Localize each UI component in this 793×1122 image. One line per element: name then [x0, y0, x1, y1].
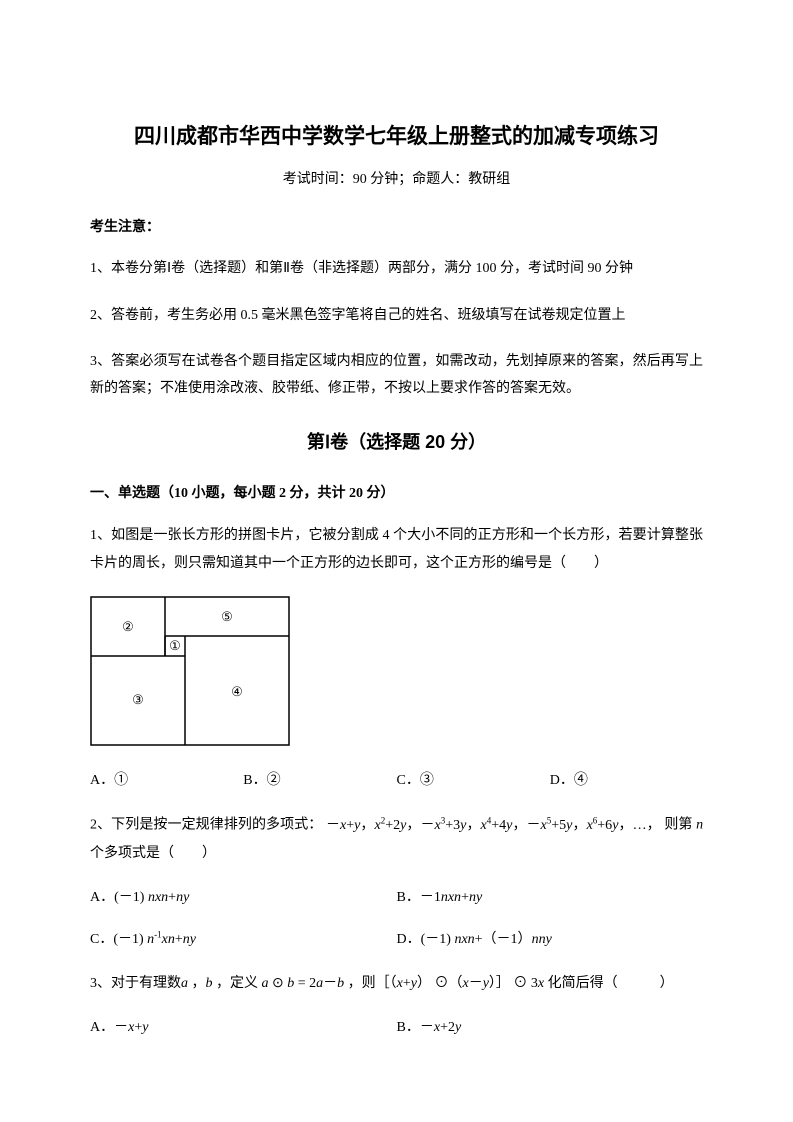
notice-3: 3、答案必须写在试卷各个题目指定区域内相应的位置，如需改动，先划掉原来的答案，然… [90, 349, 703, 402]
figure-label-2: ② [122, 619, 134, 634]
notice-1: 1、本卷分第Ⅰ卷（选择题）和第Ⅱ卷（非选择题）两部分，满分 100 分，考试时间… [90, 256, 703, 283]
q2-option-b: B．－1nxn+ny [397, 886, 704, 906]
figure-label-3: ③ [132, 692, 144, 707]
q3-option-a: A．－x+y [90, 1016, 397, 1036]
question-3-options-row1: A．－x+y B．－x+2y [90, 1016, 703, 1036]
figure-label-5: ⑤ [221, 609, 233, 624]
q2-option-a: A．(－1) nxn+ny [90, 886, 397, 906]
q2-option-d: D．(－1) nxn+（－1）nny [397, 928, 704, 948]
figure-label-1: ① [169, 638, 181, 653]
q2-option-c: C．(－1) n-1xn+ny [90, 928, 397, 948]
question-1-options: A．① B．② C．③ D．④ [90, 769, 703, 789]
question-1-figure: ① ② ③ ④ ⑤ [90, 596, 703, 751]
q1-option-b: B．② [243, 769, 396, 789]
question-2-text: 2、下列是按一定规律排列的多项式： －x+y，x2+2y，－x3+3y，x4+4… [90, 811, 703, 868]
q1-option-a: A．① [90, 769, 243, 789]
rectangle-puzzle-svg: ① ② ③ ④ ⑤ [90, 596, 290, 746]
page-title: 四川成都市华西中学数学七年级上册整式的加减专项练习 [90, 120, 703, 150]
exam-page: 四川成都市华西中学数学七年级上册整式的加减专项练习 考试时间：90 分钟；命题人… [0, 0, 793, 1122]
q1-option-d: D．④ [550, 769, 703, 789]
part-1-heading: 一、单选题（10 小题，每小题 2 分，共计 20 分） [90, 482, 703, 502]
question-2-options-row2: C．(－1) n-1xn+ny D．(－1) nxn+（－1）nny [90, 928, 703, 948]
q1-option-c: C．③ [397, 769, 550, 789]
q2-seq: －x+y，x2+2y，－x3+3y，x4+4y，－x5+5y，x6+6y，…， [326, 818, 661, 833]
question-3-text: 3、对于有理数a ，b ，定义 a ⊙ b = 2a－b ，则［（x+y） ⊙（… [90, 970, 703, 998]
notice-heading: 考生注意： [90, 216, 703, 236]
q3-option-b: B．－x+2y [397, 1016, 704, 1036]
question-2-options-row1: A．(－1) nxn+ny B．－1nxn+ny [90, 886, 703, 906]
figure-label-4: ④ [231, 684, 243, 699]
question-1-text: 1、如图是一张长方形的拼图卡片，它被分割成 4 个大小不同的正方形和一个长方形，… [90, 522, 703, 578]
notice-2: 2、答卷前，考生务必用 0.5 毫米黑色签字笔将自己的姓名、班级填写在试卷规定位… [90, 303, 703, 330]
q2-pre: 2、下列是按一定规律排列的多项式： [90, 818, 322, 833]
page-subtitle: 考试时间：90 分钟；命题人：教研组 [90, 168, 703, 188]
section-1-title: 第Ⅰ卷（选择题 20 分） [90, 428, 703, 454]
